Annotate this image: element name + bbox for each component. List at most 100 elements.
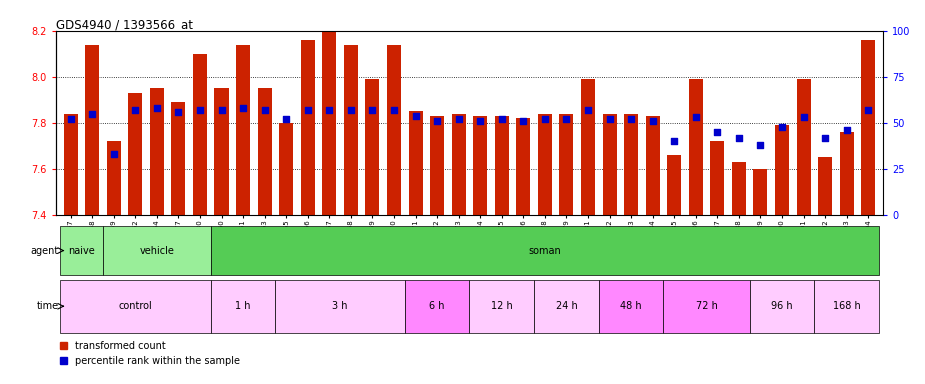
Bar [818,157,833,215]
Legend: transformed count, percentile rank within the sample: transformed count, percentile rank withi… [60,341,240,366]
Bar [387,45,401,215]
FancyBboxPatch shape [60,280,211,333]
Point [774,124,789,130]
Text: 96 h: 96 h [771,301,793,311]
Bar [451,114,465,215]
FancyBboxPatch shape [405,280,470,333]
Bar [365,79,379,215]
Bar [322,31,337,215]
Point [192,107,207,113]
FancyBboxPatch shape [749,280,814,333]
Point [581,107,596,113]
FancyBboxPatch shape [470,280,534,333]
Text: naive: naive [68,245,94,256]
Bar [581,79,595,215]
Point [732,134,746,141]
Point [559,116,574,122]
Point [839,127,854,133]
Bar [150,88,164,215]
Bar [279,123,293,215]
Text: vehicle: vehicle [140,245,174,256]
Text: 1 h: 1 h [235,301,251,311]
Point [667,138,682,144]
Bar [560,114,574,215]
Bar [344,45,358,215]
Point [430,118,445,124]
Text: 168 h: 168 h [832,301,860,311]
Point [516,118,531,124]
Text: 48 h: 48 h [621,301,642,311]
Point [128,107,142,113]
Point [796,114,811,121]
FancyBboxPatch shape [276,280,405,333]
Text: time: time [37,301,58,311]
Point [408,113,423,119]
Point [171,109,186,115]
Point [710,129,725,135]
FancyBboxPatch shape [211,280,276,333]
Point [387,107,401,113]
Point [451,116,466,122]
Point [365,107,380,113]
Point [818,134,833,141]
Text: GDS4940 / 1393566_at: GDS4940 / 1393566_at [56,18,192,31]
Bar [64,114,78,215]
FancyBboxPatch shape [814,280,879,333]
Text: 24 h: 24 h [556,301,577,311]
Point [473,118,487,124]
Text: 6 h: 6 h [429,301,445,311]
Bar [754,169,768,215]
Point [214,107,228,113]
Bar [495,116,509,215]
Bar [85,45,99,215]
Text: agent: agent [31,245,58,256]
Point [85,111,100,117]
Bar [171,102,185,215]
Bar [129,93,142,215]
Point [322,107,337,113]
FancyBboxPatch shape [598,280,663,333]
Bar [236,45,250,215]
Point [63,116,78,122]
Bar [215,88,228,215]
FancyBboxPatch shape [60,226,103,275]
Text: control: control [118,301,152,311]
Point [602,116,617,122]
Bar [646,116,660,215]
Bar [193,54,207,215]
Bar [840,132,854,215]
Point [753,142,768,148]
Bar [775,125,789,215]
Bar [602,114,617,215]
Bar [861,40,875,215]
Point [537,116,552,122]
Point [861,107,876,113]
Bar [624,114,638,215]
Point [150,105,165,111]
Bar [689,79,703,215]
FancyBboxPatch shape [103,226,211,275]
Bar [796,79,810,215]
Point [278,116,293,122]
Text: 3 h: 3 h [332,301,348,311]
Point [236,105,251,111]
Bar [430,116,444,215]
Point [106,151,121,157]
Point [301,107,315,113]
Point [257,107,272,113]
Point [623,116,638,122]
Text: 12 h: 12 h [491,301,512,311]
Point [343,107,358,113]
Bar [732,162,746,215]
FancyBboxPatch shape [534,280,598,333]
FancyBboxPatch shape [663,280,749,333]
Bar [106,141,121,215]
Point [646,118,660,124]
Bar [516,118,530,215]
Bar [710,141,724,215]
Text: soman: soman [528,245,561,256]
FancyBboxPatch shape [211,226,879,275]
Point [494,116,509,122]
Bar [474,116,487,215]
Bar [301,40,314,215]
